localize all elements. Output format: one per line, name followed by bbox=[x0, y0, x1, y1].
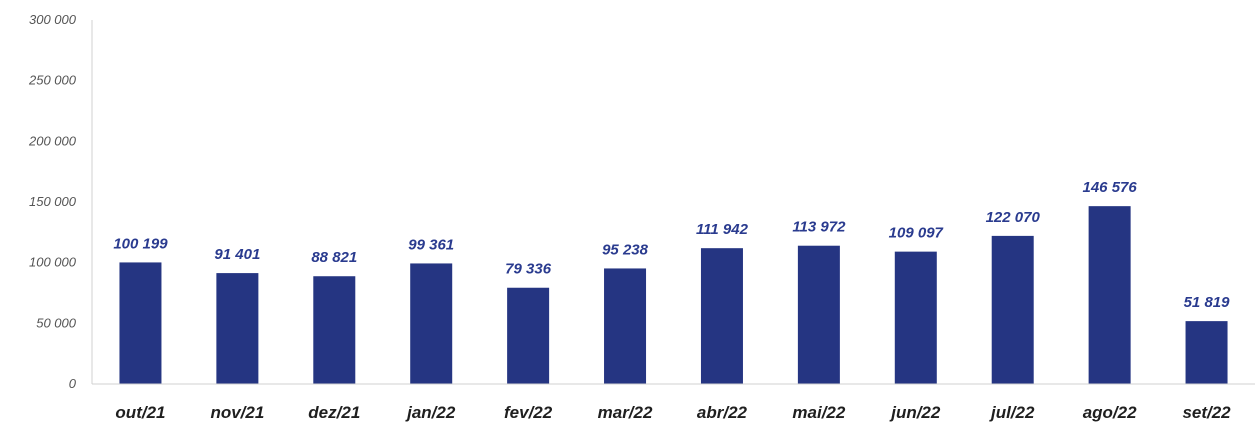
x-tick-label: jul/22 bbox=[989, 403, 1035, 422]
data-label: 100 199 bbox=[113, 235, 168, 252]
bar-jun-22 bbox=[894, 251, 937, 384]
data-label: 88 821 bbox=[311, 249, 357, 266]
data-label: 99 361 bbox=[408, 236, 454, 253]
bar-ago-22 bbox=[1088, 206, 1131, 384]
bars bbox=[119, 206, 1228, 384]
y-tick-label: 150 000 bbox=[29, 194, 77, 209]
bar-fev-22 bbox=[507, 287, 550, 384]
y-tick-label: 0 bbox=[69, 376, 77, 391]
data-label: 122 070 bbox=[986, 209, 1041, 226]
x-tick-label: ago/22 bbox=[1083, 403, 1137, 422]
data-label: 146 576 bbox=[1083, 179, 1138, 196]
bar-set-22 bbox=[1185, 321, 1228, 384]
bar-jul-22 bbox=[991, 235, 1034, 384]
y-tick-label: 100 000 bbox=[29, 255, 77, 270]
data-label: 111 942 bbox=[696, 221, 749, 238]
data-label: 91 401 bbox=[214, 246, 260, 263]
x-tick-label: mar/22 bbox=[598, 403, 653, 422]
x-tick-label: jan/22 bbox=[405, 403, 456, 422]
bar-nov-21 bbox=[216, 273, 259, 384]
data-label: 113 972 bbox=[792, 219, 846, 236]
bar-mai-22 bbox=[797, 245, 840, 384]
y-tick-label: 300 000 bbox=[29, 12, 77, 27]
y-tick-label: 200 000 bbox=[28, 133, 77, 148]
bar-mar-22 bbox=[604, 268, 647, 384]
x-axis: out/21 nov/21 dez/21 jan/22 fev/22 mar/22 abr/… bbox=[92, 383, 1255, 422]
bar-abr-22 bbox=[700, 248, 743, 384]
data-labels: 100 199 91 401 88 821 99 361 79 336 95 238 111… bbox=[113, 179, 1230, 311]
x-tick-label: nov/21 bbox=[210, 403, 264, 422]
data-label: 51 819 bbox=[1184, 294, 1231, 311]
bar-jan-22 bbox=[410, 263, 453, 384]
x-tick-label: out/21 bbox=[115, 403, 165, 422]
x-tick-label: fev/22 bbox=[504, 403, 553, 422]
y-tick-label: 250 000 bbox=[28, 73, 77, 88]
x-tick-label: mai/22 bbox=[792, 403, 845, 422]
data-label: 95 238 bbox=[602, 241, 649, 258]
x-tick-label: jun/22 bbox=[889, 403, 941, 422]
x-tick-label: set/22 bbox=[1182, 403, 1231, 422]
data-label: 109 097 bbox=[889, 225, 944, 242]
y-axis: 0 50 000 100 000 150 000 200 000 250 000 300 0… bbox=[28, 12, 93, 391]
bar-out-21 bbox=[119, 262, 162, 384]
data-label: 79 336 bbox=[505, 261, 552, 278]
bar-dez-21 bbox=[313, 276, 356, 384]
x-tick-label: abr/22 bbox=[697, 403, 748, 422]
x-tick-label: dez/21 bbox=[308, 403, 360, 422]
y-tick-label: 50 000 bbox=[36, 315, 77, 330]
